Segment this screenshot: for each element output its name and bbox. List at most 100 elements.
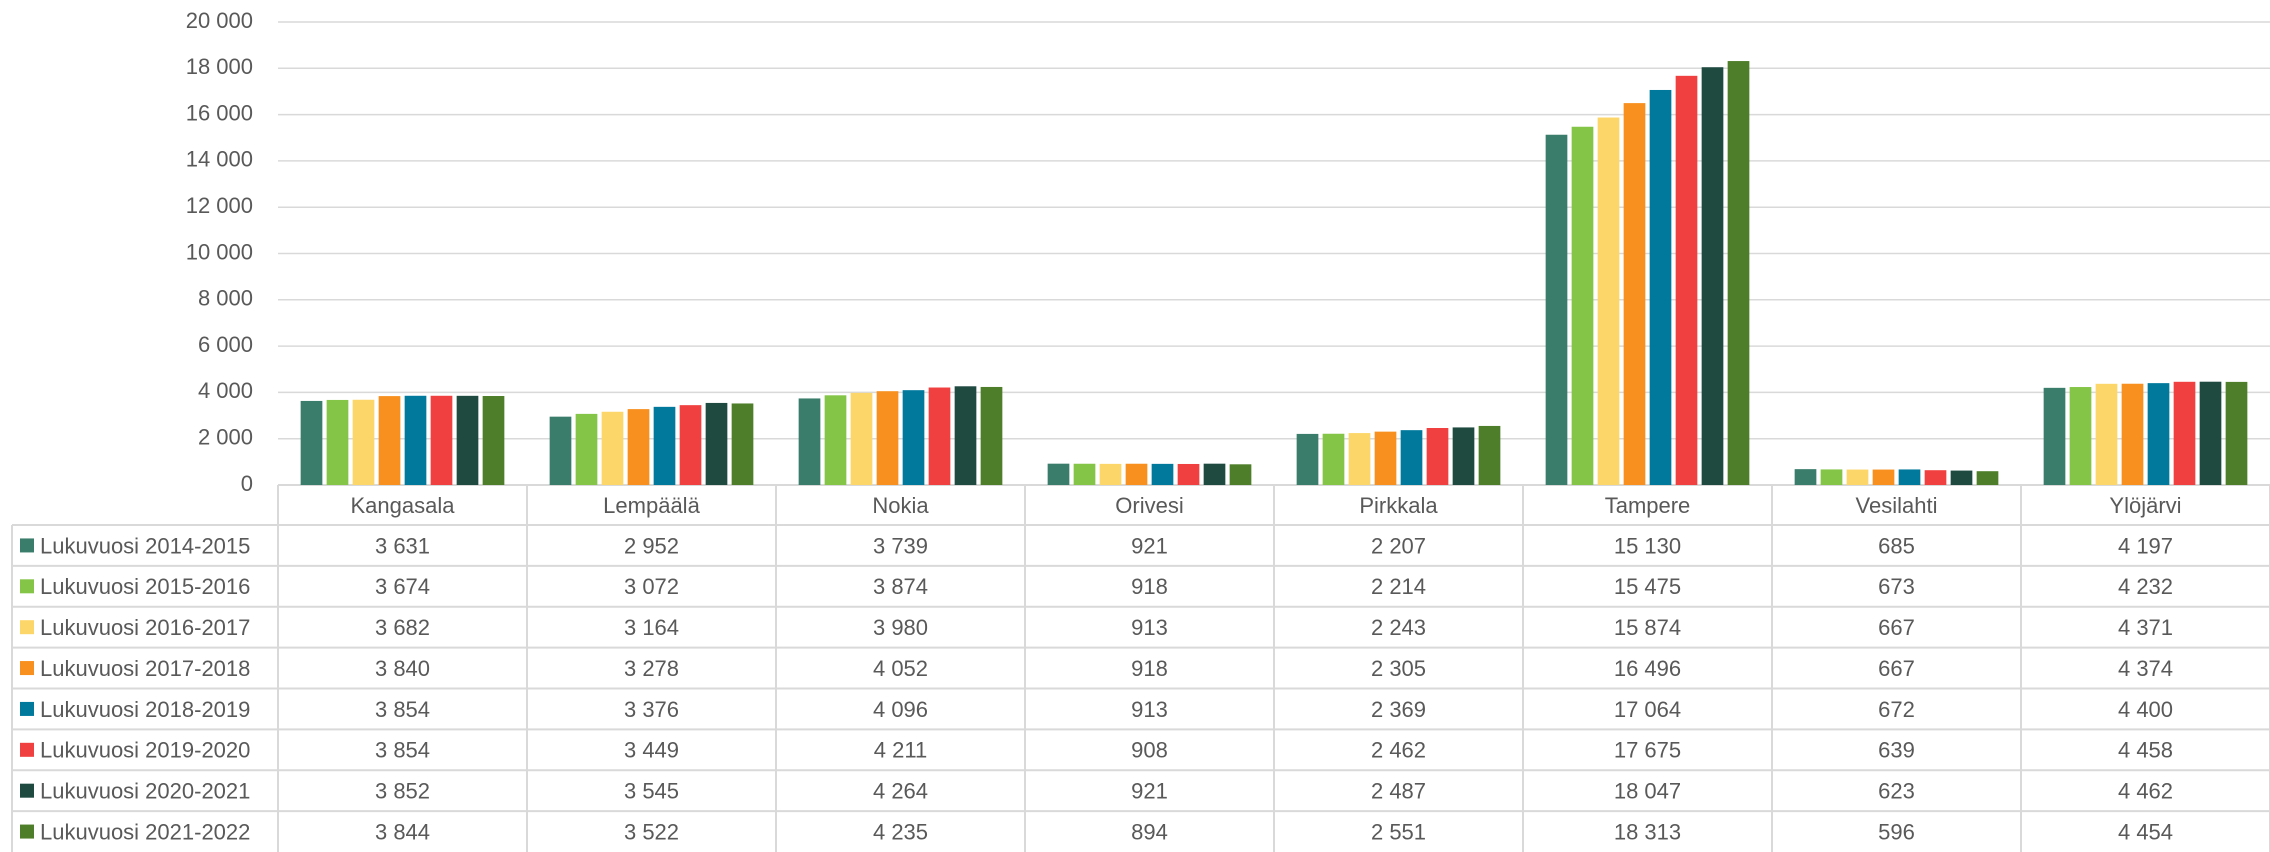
table-cell: 15 130 xyxy=(1614,533,1681,558)
table-cell: 2 207 xyxy=(1371,533,1426,558)
x-tick-label: Ylöjärvi xyxy=(2109,493,2181,518)
bar xyxy=(2173,381,2196,485)
table-cell: 4 232 xyxy=(2118,574,2173,599)
table-cell: 18 047 xyxy=(1614,779,1681,804)
bar xyxy=(456,395,479,485)
bar xyxy=(954,386,977,485)
table-cell: 667 xyxy=(1878,615,1915,640)
y-tick-label: 2 000 xyxy=(198,425,253,450)
bar xyxy=(1794,469,1817,485)
bar xyxy=(1177,463,1200,485)
table-cell: 3 278 xyxy=(624,656,679,681)
y-tick-label: 6 000 xyxy=(198,332,253,357)
bar xyxy=(679,405,702,485)
table-cell: 918 xyxy=(1131,574,1168,599)
bar xyxy=(1322,433,1345,485)
y-tick-label: 4 000 xyxy=(198,378,253,403)
legend-label: Lukuvuosi 2017-2018 xyxy=(40,656,250,681)
x-tick-label: Orivesi xyxy=(1115,493,1183,518)
table-cell: 3 739 xyxy=(873,533,928,558)
legend-swatch xyxy=(20,661,34,676)
table-cell: 17 064 xyxy=(1614,697,1681,722)
legend-swatch xyxy=(20,620,34,635)
bar xyxy=(430,395,453,485)
bar xyxy=(627,409,650,485)
legend-label: Lukuvuosi 2016-2017 xyxy=(40,615,250,640)
bar xyxy=(2199,381,2222,485)
bar xyxy=(705,402,728,485)
x-tick-label: Tampere xyxy=(1605,493,1691,518)
bar xyxy=(1125,463,1148,485)
bar xyxy=(850,392,873,485)
bar xyxy=(980,386,1003,485)
bar xyxy=(1296,433,1319,485)
bar xyxy=(1898,469,1921,485)
table-cell: 2 462 xyxy=(1371,738,1426,763)
table-cell: 639 xyxy=(1878,738,1915,763)
table-cell: 16 496 xyxy=(1614,656,1681,681)
x-tick-label: Nokia xyxy=(872,493,929,518)
table-cell: 3 164 xyxy=(624,615,679,640)
bar xyxy=(2095,383,2118,485)
bar xyxy=(1203,463,1226,485)
table-cell: 3 854 xyxy=(375,738,430,763)
x-tick-label: Pirkkala xyxy=(1359,493,1438,518)
bar xyxy=(1950,470,1973,485)
legend-swatch xyxy=(20,742,34,757)
bar xyxy=(1229,464,1252,485)
table-cell: 18 313 xyxy=(1614,819,1681,844)
bar xyxy=(928,387,951,485)
bar xyxy=(1727,61,1750,486)
bar xyxy=(2043,387,2066,485)
table-cell: 2 487 xyxy=(1371,779,1426,804)
bar xyxy=(1452,427,1475,485)
y-tick-label: 0 xyxy=(241,471,253,496)
bar xyxy=(482,396,505,485)
bar xyxy=(601,411,624,485)
legend-swatch xyxy=(20,701,34,716)
table-cell: 3 840 xyxy=(375,656,430,681)
bar xyxy=(1649,89,1672,486)
bar xyxy=(1976,471,1999,485)
bar xyxy=(1426,428,1449,485)
table-cell: 596 xyxy=(1878,819,1915,844)
y-tick-label: 18 000 xyxy=(186,54,253,79)
legend-swatch xyxy=(20,783,34,798)
bar xyxy=(300,400,323,485)
table-cell: 4 264 xyxy=(873,779,928,804)
bar xyxy=(1348,433,1371,485)
bar xyxy=(1400,430,1423,485)
table-cell: 4 096 xyxy=(873,697,928,722)
table-cell: 2 952 xyxy=(624,533,679,558)
bar xyxy=(1623,103,1646,485)
table-cell: 913 xyxy=(1131,615,1168,640)
bar xyxy=(876,391,899,485)
table-cell: 3 449 xyxy=(624,738,679,763)
table-cell: 17 675 xyxy=(1614,738,1681,763)
table-cell: 3 631 xyxy=(375,533,430,558)
table-cell: 2 305 xyxy=(1371,656,1426,681)
table-cell: 918 xyxy=(1131,656,1168,681)
bar xyxy=(824,395,847,485)
table-cell: 4 052 xyxy=(873,656,928,681)
x-tick-label: Vesilahti xyxy=(1856,493,1938,518)
table-cell: 2 551 xyxy=(1371,819,1426,844)
bar xyxy=(1872,469,1895,485)
table-cell: 623 xyxy=(1878,779,1915,804)
legend-swatch xyxy=(20,538,34,553)
table-cell: 3 072 xyxy=(624,574,679,599)
bar xyxy=(1545,134,1568,486)
table-cell: 2 214 xyxy=(1371,574,1426,599)
bar xyxy=(731,403,754,485)
bar xyxy=(2225,381,2248,485)
bar xyxy=(1073,463,1096,485)
table-cell: 3 852 xyxy=(375,779,430,804)
table-cell: 4 400 xyxy=(2118,697,2173,722)
table-cell: 4 197 xyxy=(2118,533,2173,558)
table-cell: 673 xyxy=(1878,574,1915,599)
bar xyxy=(549,416,572,485)
table-cell: 3 844 xyxy=(375,819,430,844)
table-cell: 4 454 xyxy=(2118,819,2173,844)
